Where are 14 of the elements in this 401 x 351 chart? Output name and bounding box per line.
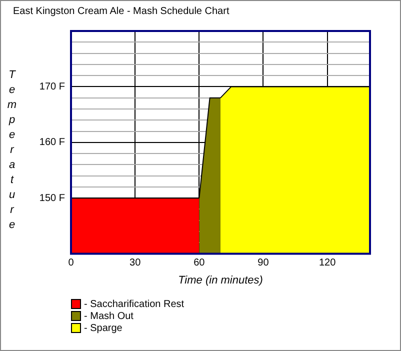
y-tick-label: 170 F — [39, 81, 65, 92]
x-tick-label: 30 — [130, 258, 142, 269]
y-tick-label: 160 F — [39, 137, 65, 148]
x-tick-label: 0 — [68, 258, 74, 269]
x-axis-title: Time (in minutes) — [178, 274, 264, 286]
y-axis-title: Temperature — [6, 69, 18, 234]
legend-label: - Sparge — [84, 322, 122, 334]
x-tick-label: 90 — [258, 258, 270, 269]
legend-label: - Mash Out — [84, 310, 134, 322]
chart-title: East Kingston Cream Ale - Mash Schedule Chart — [13, 6, 230, 17]
x-tick-label: 60 — [194, 258, 206, 269]
y-tick-label: 150 F — [39, 192, 65, 204]
x-tick-label: 120 — [318, 258, 336, 269]
legend-label: - Saccharification Rest — [84, 298, 184, 310]
